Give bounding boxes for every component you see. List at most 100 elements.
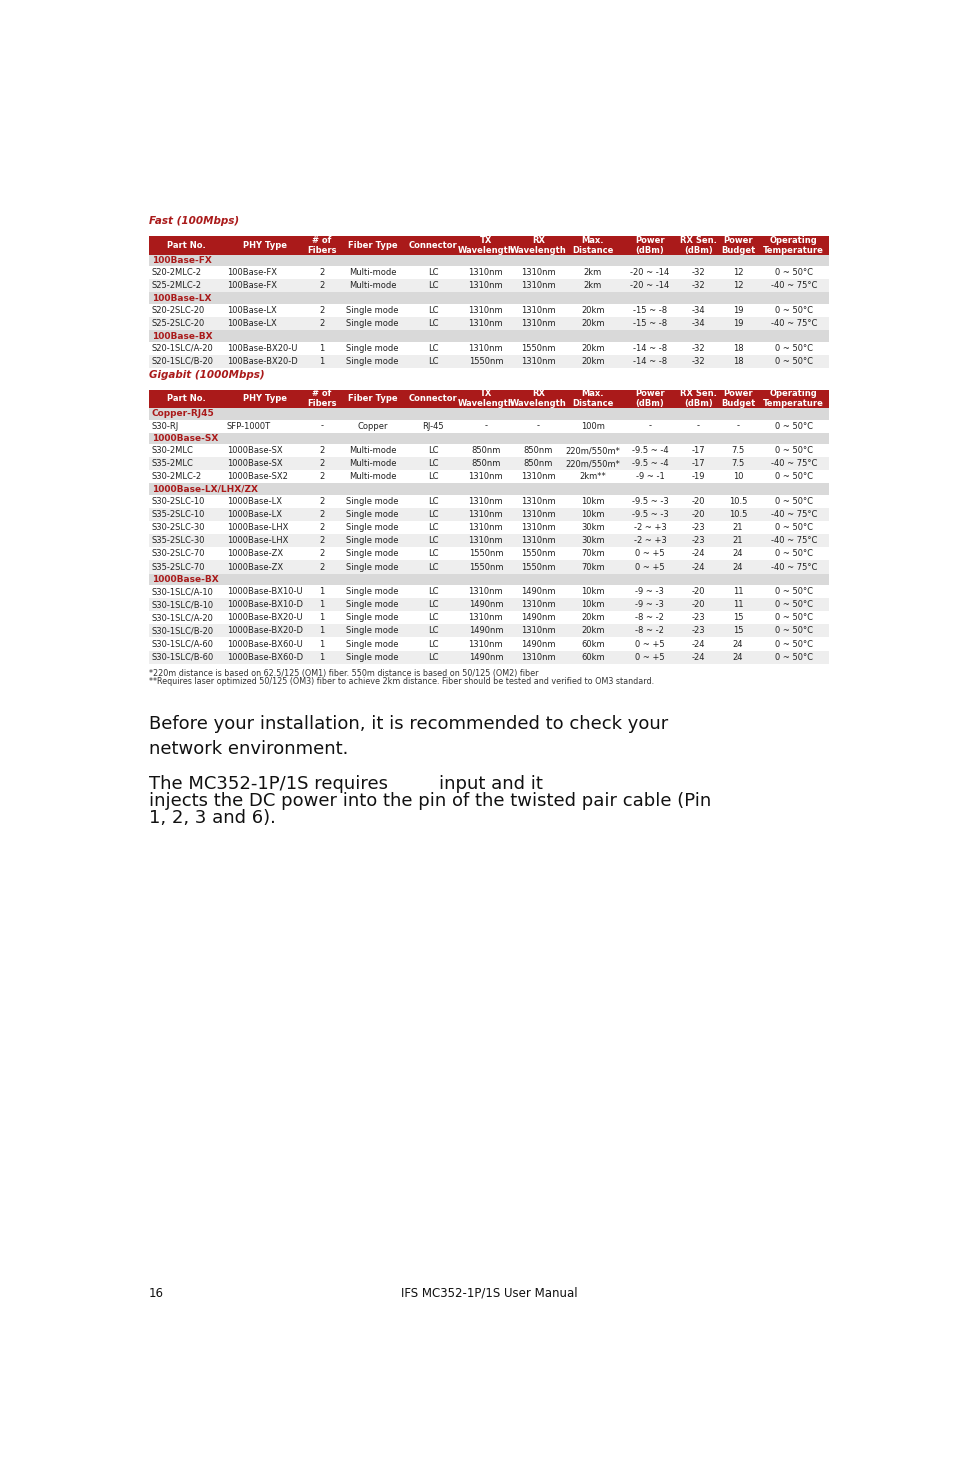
Text: 850nm: 850nm [471, 447, 500, 456]
Text: -23: -23 [691, 524, 704, 532]
Text: S30-1SLC/B-10: S30-1SLC/B-10 [151, 600, 213, 609]
Text: 70km: 70km [580, 549, 604, 559]
Text: S25-2SLC-20: S25-2SLC-20 [151, 319, 204, 327]
Text: 0 ~ 50°C: 0 ~ 50°C [774, 524, 812, 532]
Text: 1550nm: 1550nm [520, 549, 556, 559]
Text: 1550nm: 1550nm [520, 562, 556, 571]
Text: -17: -17 [691, 459, 704, 469]
Bar [149, 267, 828, 279]
Text: Single mode: Single mode [346, 562, 398, 571]
Text: 70km: 70km [580, 562, 604, 571]
Bar [149, 586, 828, 599]
Bar [149, 471, 828, 484]
Text: -20 ~ -14: -20 ~ -14 [630, 282, 669, 291]
Text: -40 ~ 75°C: -40 ~ 75°C [770, 282, 816, 291]
Text: 1490nm: 1490nm [520, 640, 556, 649]
Text: LC: LC [428, 652, 438, 662]
Text: 21: 21 [732, 524, 742, 532]
Text: 20km: 20km [580, 614, 604, 622]
Text: 1000Base-BX60-U: 1000Base-BX60-U [227, 640, 302, 649]
Text: Copper-RJ45: Copper-RJ45 [152, 409, 214, 419]
Text: 1310nm: 1310nm [520, 600, 556, 609]
Text: LC: LC [428, 344, 438, 353]
Text: RJ-45: RJ-45 [422, 422, 443, 431]
Text: TX
Wavelength: TX Wavelength [457, 389, 514, 409]
Text: 11: 11 [732, 587, 742, 596]
Text: 1: 1 [319, 587, 324, 596]
Text: RX
Wavelength: RX Wavelength [510, 389, 566, 409]
Text: S20-2MLC-2: S20-2MLC-2 [151, 268, 201, 277]
Text: 20km: 20km [580, 307, 604, 316]
Text: 1: 1 [319, 614, 324, 622]
Text: 1310nm: 1310nm [468, 640, 502, 649]
Text: 100Base-FX: 100Base-FX [152, 257, 212, 266]
Text: Single mode: Single mode [346, 627, 398, 636]
Text: 1310nm: 1310nm [520, 319, 556, 327]
Text: 1000Base-SX2: 1000Base-SX2 [227, 472, 288, 481]
Bar [149, 599, 828, 611]
Bar [149, 389, 828, 409]
Text: 0 ~ 50°C: 0 ~ 50°C [774, 422, 812, 431]
Text: S30-1SLC/A-10: S30-1SLC/A-10 [151, 587, 213, 596]
Text: 1000Base-ZX: 1000Base-ZX [227, 562, 283, 571]
Text: -40 ~ 75°C: -40 ~ 75°C [770, 459, 816, 469]
Text: 1000Base-LHX: 1000Base-LHX [227, 524, 288, 532]
Text: 0 ~ 50°C: 0 ~ 50°C [774, 627, 812, 636]
Text: -2 ~ +3: -2 ~ +3 [633, 524, 665, 532]
Text: 20km: 20km [580, 627, 604, 636]
Text: -23: -23 [691, 627, 704, 636]
Bar [149, 521, 828, 534]
Bar [149, 342, 828, 355]
Text: 12: 12 [732, 282, 742, 291]
Text: -20: -20 [691, 497, 704, 506]
Text: Multi-mode: Multi-mode [349, 447, 395, 456]
Text: 1000Base-LX: 1000Base-LX [227, 510, 282, 519]
Text: 1310nm: 1310nm [468, 524, 502, 532]
Bar [149, 409, 828, 419]
Text: 60km: 60km [580, 652, 604, 662]
Text: 1000Base-LHX: 1000Base-LHX [227, 537, 288, 546]
Bar [149, 496, 828, 507]
Text: -: - [736, 422, 739, 431]
Text: 12: 12 [732, 268, 742, 277]
Text: LC: LC [428, 600, 438, 609]
Text: 1000Base-BX: 1000Base-BX [152, 575, 218, 584]
Text: -20 ~ -14: -20 ~ -14 [630, 268, 669, 277]
Text: IFS MC352-1P/1S User Manual: IFS MC352-1P/1S User Manual [400, 1288, 577, 1299]
Bar [149, 255, 828, 267]
Text: 0 ~ +5: 0 ~ +5 [635, 562, 664, 571]
Bar [149, 637, 828, 650]
Text: -24: -24 [691, 549, 704, 559]
Text: Single mode: Single mode [346, 549, 398, 559]
Text: 10km: 10km [580, 497, 604, 506]
Text: LC: LC [428, 282, 438, 291]
Text: 0 ~ 50°C: 0 ~ 50°C [774, 268, 812, 277]
Text: 2: 2 [319, 459, 324, 469]
Text: 20km: 20km [580, 319, 604, 327]
Text: 0 ~ +5: 0 ~ +5 [635, 549, 664, 559]
Text: Power
(dBm): Power (dBm) [635, 236, 664, 255]
Text: 1000Base-SX: 1000Base-SX [227, 459, 282, 469]
Text: 100Base-FX: 100Base-FX [227, 268, 276, 277]
Text: -9.5 ~ -4: -9.5 ~ -4 [631, 447, 667, 456]
Text: Multi-mode: Multi-mode [349, 472, 395, 481]
Text: -32: -32 [691, 268, 704, 277]
Text: -40 ~ 75°C: -40 ~ 75°C [770, 510, 816, 519]
Bar [149, 444, 828, 457]
Text: 100Base-BX20-D: 100Base-BX20-D [227, 357, 297, 366]
Text: -23: -23 [691, 614, 704, 622]
Text: 10.5: 10.5 [728, 510, 746, 519]
Text: Multi-mode: Multi-mode [349, 268, 395, 277]
Text: 1550nm: 1550nm [520, 344, 556, 353]
Text: 2km: 2km [583, 268, 601, 277]
Text: Max.
Distance: Max. Distance [572, 236, 613, 255]
Text: S30-1SLC/A-60: S30-1SLC/A-60 [151, 640, 213, 649]
Bar [149, 355, 828, 367]
Text: 16: 16 [149, 1288, 164, 1299]
Text: 1000Base-BX20-U: 1000Base-BX20-U [227, 614, 302, 622]
Text: 10: 10 [732, 472, 742, 481]
Text: 1000Base-LX: 1000Base-LX [227, 497, 282, 506]
Text: LC: LC [428, 537, 438, 546]
Text: -32: -32 [691, 344, 704, 353]
Text: Part No.: Part No. [167, 394, 206, 403]
